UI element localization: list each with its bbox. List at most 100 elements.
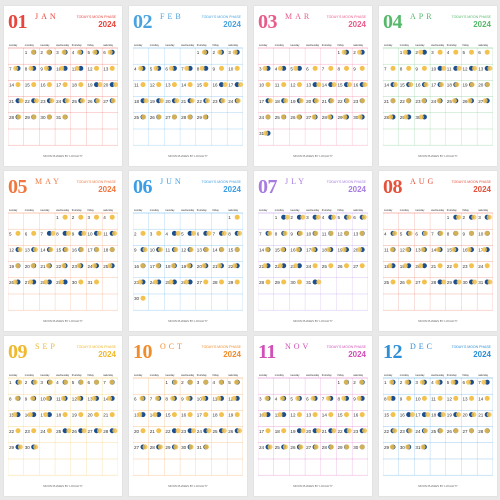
moon-phase-icon	[78, 230, 87, 236]
day-number: 19	[290, 429, 296, 434]
moon-phase-icon	[201, 263, 209, 269]
day-number: 2	[353, 50, 356, 55]
day-number: 23	[353, 429, 359, 434]
moon-phase-icon	[109, 230, 118, 236]
day-number: 11	[447, 66, 452, 71]
footer-credit: MOON PHASES BY LOCALITY	[293, 154, 333, 158]
moon-phase-icon	[218, 65, 224, 71]
day-number: 18	[103, 248, 109, 253]
moon-phase-icon	[218, 230, 227, 236]
day-number: 2	[40, 50, 43, 55]
month-name: APR	[410, 12, 435, 21]
day-number: 19	[72, 413, 78, 418]
day-number: 5	[290, 66, 293, 71]
month-header: 01 JAN TODAY'S MOON PHASE 2024	[8, 11, 120, 35]
weekday-label: tuesday	[415, 43, 425, 47]
month-page: 12 DEC TODAY'S MOON PHASE 2024 sunday mon…	[379, 336, 497, 496]
day-number: 27	[478, 99, 484, 104]
moon-phase-icon	[78, 279, 84, 285]
day-number: 14	[150, 413, 156, 418]
month-header: 08 AUG TODAY'S MOON PHASE 2024	[383, 176, 495, 200]
day-number: 10	[228, 66, 234, 71]
moon-phase-icon	[109, 65, 115, 71]
moon-phase-icon	[481, 379, 490, 385]
day-number: 5	[462, 50, 465, 55]
day-number: 17	[478, 248, 484, 253]
moon-phase-icon	[406, 412, 415, 418]
month-header: 09 SEP TODAY'S MOON PHASE 2024	[8, 341, 120, 365]
moon-phase-icon	[31, 82, 37, 88]
day-number: 15	[337, 83, 343, 88]
day-number: 24	[415, 429, 421, 434]
moon-phase-icon	[30, 49, 37, 55]
day-number: 25	[56, 429, 62, 434]
day-number: 10	[87, 231, 93, 236]
moon-phase-icon	[203, 428, 212, 434]
moon-phase-icon	[279, 395, 287, 401]
calendar-svg: sunday monday tuesday wednesday thursday frid…	[258, 208, 368, 311]
moon-phase-icon	[468, 65, 477, 71]
moon-phase-caption: TODAY'S MOON PHASE	[201, 180, 241, 184]
day-number: 1	[337, 380, 340, 385]
day-number: 3	[56, 50, 59, 55]
moon-phase-icon	[281, 428, 287, 434]
day-number: 14	[384, 83, 390, 88]
footer-credit: MOON PHASES BY LOCALITY	[43, 319, 83, 323]
year-label: 2024	[223, 185, 241, 194]
moon-phase-icon	[137, 279, 146, 285]
footer-credit: MOON PHASES BY LOCALITY	[418, 154, 458, 158]
day-number: 7	[150, 396, 153, 401]
day-number: 14	[431, 248, 437, 253]
moon-phase-icon	[468, 279, 477, 285]
moon-phase-icon	[435, 379, 443, 385]
day-number: 28	[259, 280, 265, 285]
day-number: 30	[290, 280, 296, 285]
day-number: 20	[134, 429, 140, 434]
moon-phase-icon	[418, 49, 427, 55]
moon-phase-icon	[234, 247, 240, 253]
day-number: 23	[353, 99, 359, 104]
day-number: 24	[87, 264, 93, 269]
day-number: 6	[134, 396, 137, 401]
day-number: 13	[415, 248, 421, 253]
moon-phase-icon	[390, 230, 398, 236]
day-number: 11	[134, 83, 139, 88]
day-number: 1	[25, 50, 28, 55]
moon-phase-icon	[312, 263, 318, 269]
day-number: 6	[478, 50, 481, 55]
moon-phase-icon	[312, 444, 319, 450]
day-number: 19	[150, 99, 156, 104]
calendar-table: sunday monday tuesday wednesday thursday frid…	[258, 42, 368, 146]
moon-phase-icon	[296, 98, 304, 104]
month-number: 02	[133, 11, 153, 33]
moon-phase-icon	[359, 98, 366, 104]
moon-phase-icon	[58, 279, 68, 285]
moon-phase-icon	[109, 214, 115, 220]
day-number: 22	[337, 429, 343, 434]
moon-phase-icon	[187, 247, 194, 253]
weekday-label: tuesday	[40, 43, 50, 47]
day-number: 21	[103, 413, 109, 418]
weekday-label: sunday	[134, 208, 143, 212]
moon-phase-icon	[418, 263, 427, 269]
moon-phase-caption: TODAY'S MOON PHASE	[326, 180, 366, 184]
day-number: 5	[290, 396, 293, 401]
moon-phase-icon	[27, 412, 37, 418]
weekday-label: wednesday	[306, 208, 320, 212]
moon-phase-icon	[62, 98, 70, 104]
moon-phase-icon	[281, 82, 287, 88]
moon-phase-icon	[109, 428, 118, 434]
moon-phase-icon	[62, 114, 68, 120]
calendar-svg: sunday monday tuesday wednesday thursday frid…	[133, 208, 243, 311]
day-number: 25	[275, 115, 281, 120]
moon-phase-icon	[43, 279, 52, 285]
day-number: 31	[306, 280, 312, 285]
day-number: 1	[384, 380, 387, 385]
moon-phase-icon	[203, 98, 210, 104]
day-number: 25	[212, 429, 218, 434]
moon-phase-icon	[234, 65, 240, 71]
footer-credit: MOON PHASES BY LOCALITY	[293, 484, 333, 488]
moon-phase-icon	[421, 279, 427, 285]
day-number: 1	[400, 50, 403, 55]
calendar-svg: sunday monday tuesday wednesday thursday frid…	[383, 208, 493, 311]
